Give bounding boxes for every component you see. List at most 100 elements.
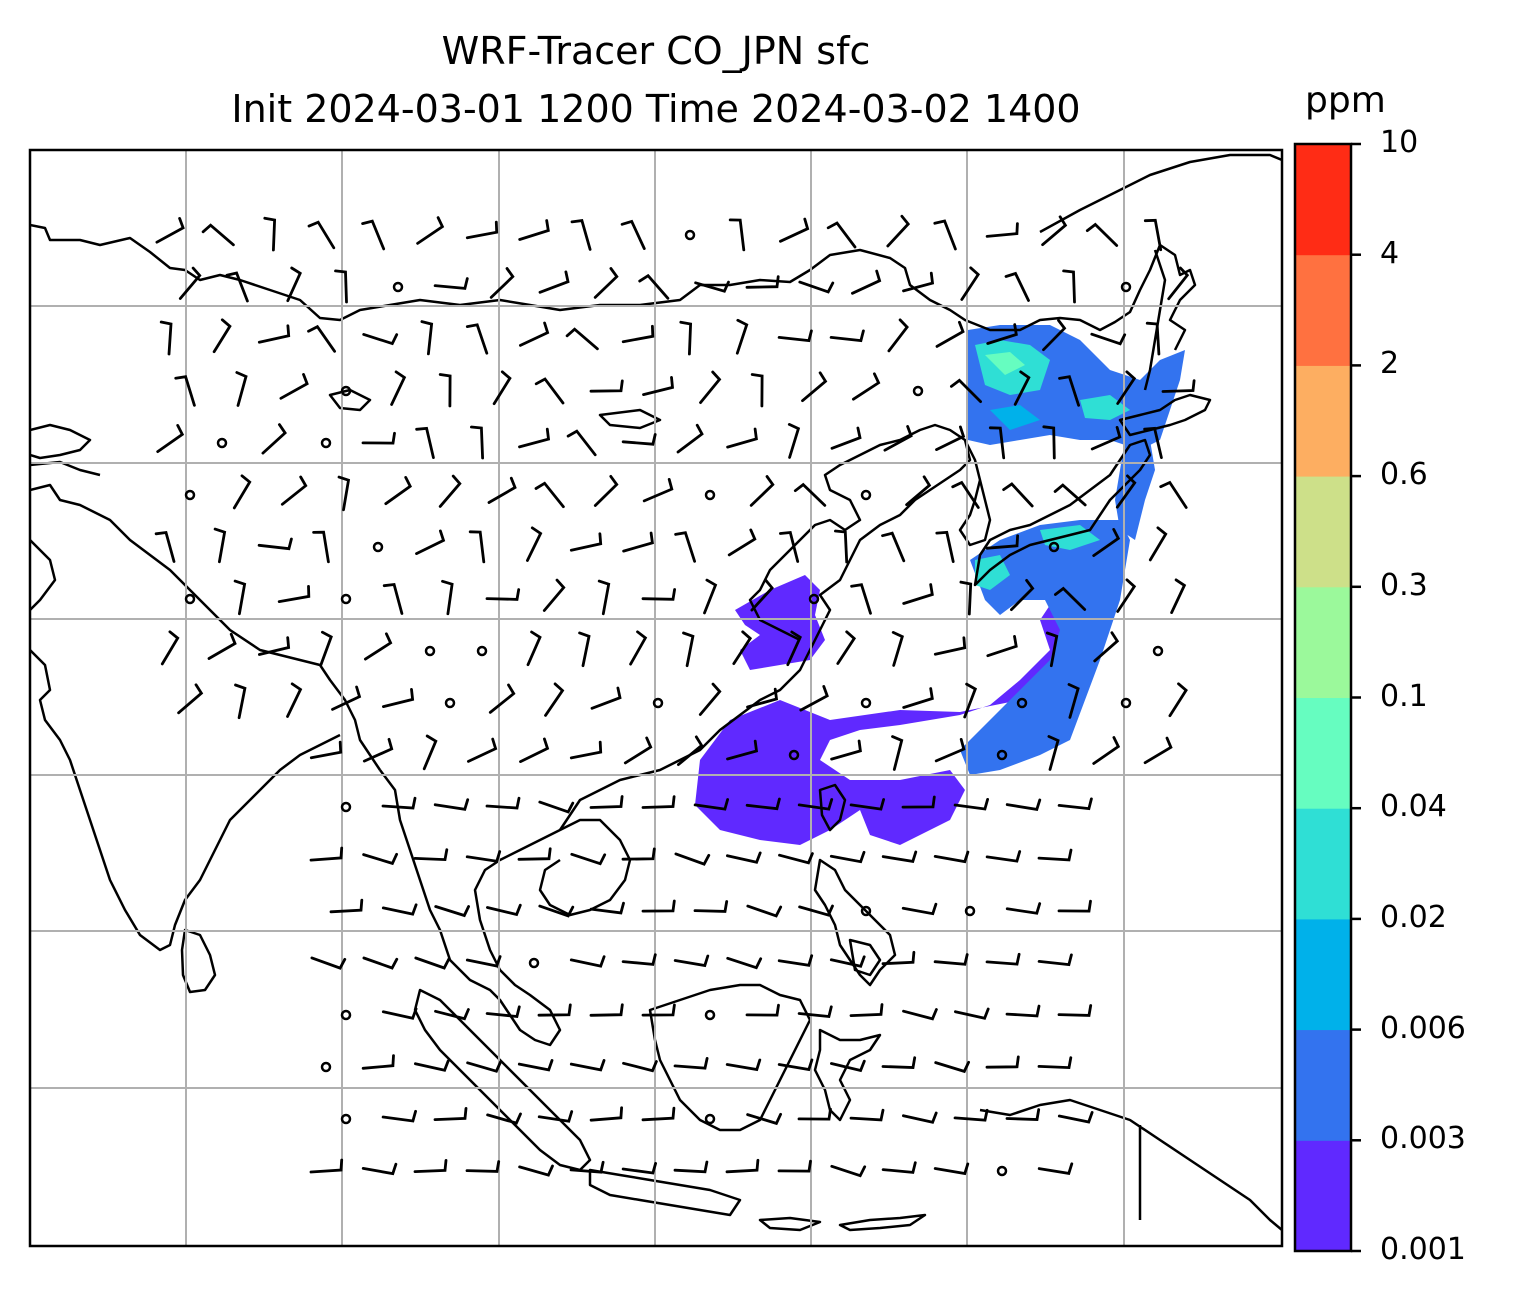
wind-barb [641, 899, 676, 913]
wind-barb [534, 481, 565, 509]
wind-barb [159, 320, 173, 356]
wind-barb [544, 682, 565, 717]
wind-barb [851, 269, 882, 295]
wind-barb [438, 474, 462, 508]
wind-calm-circle [320, 437, 332, 449]
wind-barb [850, 583, 872, 615]
wind-barb [213, 527, 227, 564]
wind-barb [830, 426, 862, 450]
wind-barb [1037, 848, 1073, 862]
coastline-new-guinea [979, 1098, 1282, 1231]
wind-barb [280, 475, 308, 506]
wind-barb [727, 528, 757, 557]
wind-barb [1054, 586, 1087, 611]
wind-barb [589, 901, 625, 915]
wind-barb [361, 219, 386, 251]
wind-barb [517, 1059, 554, 1072]
wind-barb [886, 214, 911, 248]
wind-barb [1005, 1004, 1041, 1018]
coastline-india [30, 539, 341, 952]
colorbar-segment [1295, 365, 1351, 477]
plume-south-china-sea [695, 580, 1100, 845]
wind-barb [935, 530, 955, 563]
wind-barb [1057, 1111, 1094, 1124]
wind-barb [465, 1160, 501, 1173]
colorbar-segment [1295, 586, 1351, 698]
wind-barb [881, 531, 906, 563]
wind-calm-circle [184, 593, 196, 605]
wind-barb [953, 798, 989, 811]
colorbar-tick-label: 0.006 [1380, 1010, 1466, 1046]
wind-barb [933, 1162, 970, 1176]
wind-barb [745, 1003, 780, 1017]
wind-barb [178, 266, 202, 300]
wind-barb [381, 1109, 417, 1123]
wind-barb [589, 379, 624, 393]
wind-barb [257, 324, 291, 344]
wind-barb [487, 476, 517, 504]
wind-barb [836, 630, 857, 665]
wind-barb [933, 953, 969, 966]
wind-barb [799, 685, 829, 712]
wind-barb [518, 1164, 554, 1177]
wind-barb [433, 1107, 468, 1121]
wind-barb [797, 1107, 832, 1121]
coastline-northeast [1039, 153, 1282, 234]
wind-barb [174, 375, 196, 407]
wind-barb [750, 578, 774, 612]
wind-barb [519, 321, 550, 347]
wind-barb [725, 1058, 762, 1072]
wind-barb [331, 685, 362, 711]
wind-barb [777, 1159, 812, 1173]
wind-barb [362, 956, 399, 970]
wind-barb [337, 475, 351, 512]
wind-barb [1168, 682, 1188, 718]
wind-barb [433, 798, 470, 811]
wind-barb [641, 588, 676, 601]
colorbar-segment [1295, 697, 1351, 809]
wind-barb [1005, 798, 1042, 811]
wind-barb [1042, 319, 1067, 352]
wind-barb [902, 1111, 938, 1124]
plume-japan-sea-south [960, 520, 1130, 775]
wind-barb [642, 478, 674, 503]
wind-barb [1005, 902, 1042, 915]
wind-barb [286, 266, 302, 303]
wind-barb [1037, 953, 1073, 967]
wind-barb [381, 903, 418, 916]
wind-barb [673, 1160, 709, 1174]
coastline-java [588, 1168, 742, 1217]
wind-barb [542, 578, 566, 612]
colorbar-tick-label: 0.6 [1380, 457, 1428, 493]
wind-calm-circle [372, 541, 384, 553]
wind-barb [959, 580, 973, 616]
wind-barb [726, 851, 762, 864]
wind-barb [960, 266, 981, 301]
wind-barb [693, 798, 729, 811]
wind-barb [1037, 1162, 1074, 1175]
wind-barb [361, 431, 396, 445]
wind-barb [569, 955, 606, 968]
wind-calm-circle [444, 697, 456, 709]
wind-barb [382, 582, 404, 615]
wind-barb [201, 223, 235, 247]
coastline-indochina [379, 769, 632, 1047]
colorbar-tick-label: 0.001 [1380, 1232, 1466, 1267]
map-title-line2: Init 2024-03-01 1200 Time 2024-03-02 140… [231, 87, 1081, 131]
wind-barb [826, 221, 857, 249]
wind-barb [381, 796, 417, 810]
wind-barb [986, 323, 1018, 345]
wind-barb [381, 1007, 418, 1020]
wind-barb [673, 1057, 709, 1070]
wind-barb [538, 800, 575, 814]
wind-calm-circle [340, 1113, 352, 1125]
wind-barb [673, 954, 710, 968]
wind-barb [492, 370, 512, 406]
wind-barb [629, 630, 648, 666]
wind-barb [569, 740, 603, 760]
wind-calm-circle [1016, 697, 1028, 709]
wind-barb [677, 735, 704, 766]
wind-barb [578, 631, 591, 668]
wind-barb [935, 320, 965, 348]
wind-barb [777, 1058, 814, 1072]
